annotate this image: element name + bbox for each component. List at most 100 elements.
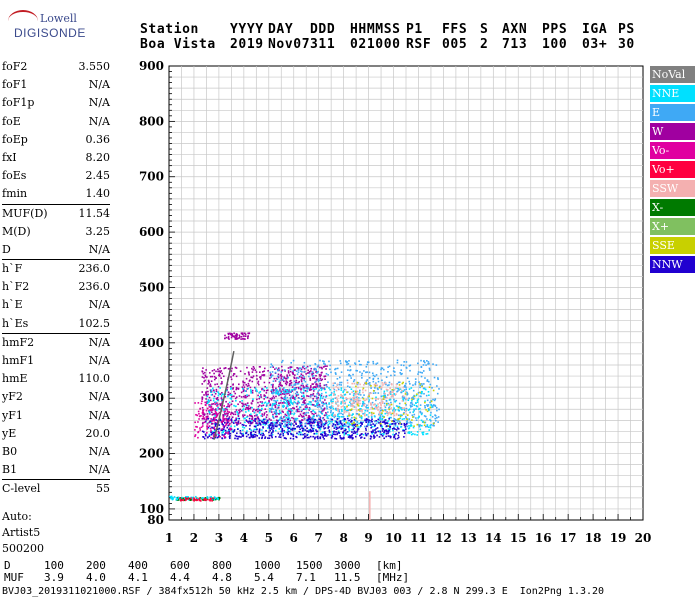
echo-point — [258, 412, 261, 414]
echo-point — [197, 431, 199, 434]
echo-point — [303, 367, 306, 370]
echo-point — [276, 399, 279, 402]
echo-point — [428, 408, 430, 411]
echo-point — [264, 396, 267, 399]
param-row: foF1 N/A — [2, 76, 110, 94]
echo-point — [367, 406, 369, 409]
echo-point — [232, 421, 235, 424]
echo-point — [270, 383, 273, 386]
echo-point — [309, 401, 312, 404]
echo-point — [289, 408, 292, 411]
echo-point — [236, 337, 239, 340]
file-footer: BVJ03_2019311021000.RSF / 384fx512h 50 k… — [2, 586, 605, 597]
echo-point — [372, 380, 375, 383]
echo-point — [385, 419, 387, 421]
echo-point — [287, 418, 289, 420]
echo-point — [365, 382, 367, 384]
echo-point — [297, 386, 300, 389]
echo-point — [251, 389, 254, 392]
echo-point — [357, 386, 359, 389]
echo-point — [235, 388, 238, 391]
echo-point — [222, 425, 225, 428]
param-key: yF2 — [2, 390, 23, 404]
param-key: B0 — [2, 444, 18, 458]
echo-point — [408, 397, 410, 400]
hl-7: S — [480, 22, 489, 37]
echo-point — [288, 399, 290, 402]
echo-point — [367, 432, 369, 435]
echo-point — [393, 407, 395, 409]
echo-point — [227, 333, 230, 336]
echo-point — [328, 394, 331, 397]
echo-point — [315, 374, 317, 377]
echo-point — [316, 397, 318, 400]
echo-point — [409, 421, 412, 423]
echo-point — [265, 392, 268, 394]
echo-point — [213, 427, 216, 430]
echo-point — [346, 391, 348, 394]
echo-point — [205, 391, 208, 393]
param-key: yF1 — [2, 408, 23, 422]
echo-point — [306, 434, 309, 436]
echo-point — [344, 410, 346, 412]
echo-point — [235, 375, 238, 378]
echo-point — [304, 436, 306, 439]
echo-point — [279, 388, 281, 390]
echo-point — [212, 407, 214, 410]
echo-point — [275, 413, 278, 415]
echo-point — [419, 383, 421, 385]
echo-point — [337, 400, 339, 402]
echo-point — [238, 417, 241, 420]
echo-point — [298, 406, 301, 409]
echo-point — [247, 410, 250, 412]
echo-point — [278, 424, 281, 426]
echo-point — [280, 412, 282, 414]
echo-point — [291, 412, 293, 415]
echo-point — [399, 407, 402, 409]
echo-point — [313, 404, 316, 407]
param-key: hmE — [2, 372, 28, 386]
echo-point — [330, 436, 333, 439]
echo-point — [255, 418, 258, 420]
echo-point — [244, 338, 246, 340]
echo-point — [389, 428, 391, 430]
echo-point — [325, 384, 328, 386]
echo-point — [355, 417, 358, 420]
echo-point — [405, 413, 408, 415]
echo-point — [323, 434, 325, 437]
echo-point — [233, 332, 235, 335]
echo-point — [234, 334, 237, 337]
echo-point — [288, 427, 291, 429]
echo-point — [267, 421, 270, 424]
echo-point — [303, 386, 306, 389]
echo-point — [305, 403, 308, 406]
echo-point — [184, 498, 186, 501]
echo-point — [292, 395, 295, 398]
echo-point — [396, 421, 399, 423]
echo-point — [347, 417, 349, 420]
echo-point — [215, 498, 217, 500]
echo-point — [393, 414, 396, 417]
echo-point — [325, 396, 327, 398]
echo-point — [298, 410, 300, 413]
echo-point — [227, 393, 229, 396]
param-key: MUF(D) — [2, 206, 48, 220]
echo-point — [281, 397, 284, 400]
echo-point — [234, 419, 236, 422]
echo-point — [272, 391, 274, 393]
echo-point — [300, 379, 303, 381]
echo-point — [207, 401, 209, 404]
echo-point — [286, 421, 289, 424]
echo-point — [311, 403, 314, 406]
echo-point — [339, 376, 341, 379]
hv-3: 311 — [310, 37, 336, 52]
muf-value: 4.1 — [128, 571, 148, 584]
echo-point — [367, 424, 370, 426]
echo-point — [385, 429, 387, 431]
echo-point — [204, 371, 206, 374]
echo-point — [294, 374, 296, 376]
echo-point — [387, 435, 390, 437]
echo-point — [268, 431, 270, 434]
echo-point — [338, 383, 341, 386]
echo-point — [407, 409, 410, 411]
